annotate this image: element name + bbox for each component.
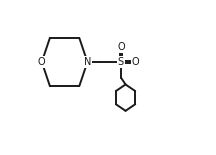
Text: O: O [117, 42, 125, 52]
Text: O: O [38, 57, 46, 67]
Text: N: N [84, 57, 91, 67]
Text: S: S [118, 57, 124, 67]
Text: O: O [132, 57, 140, 67]
